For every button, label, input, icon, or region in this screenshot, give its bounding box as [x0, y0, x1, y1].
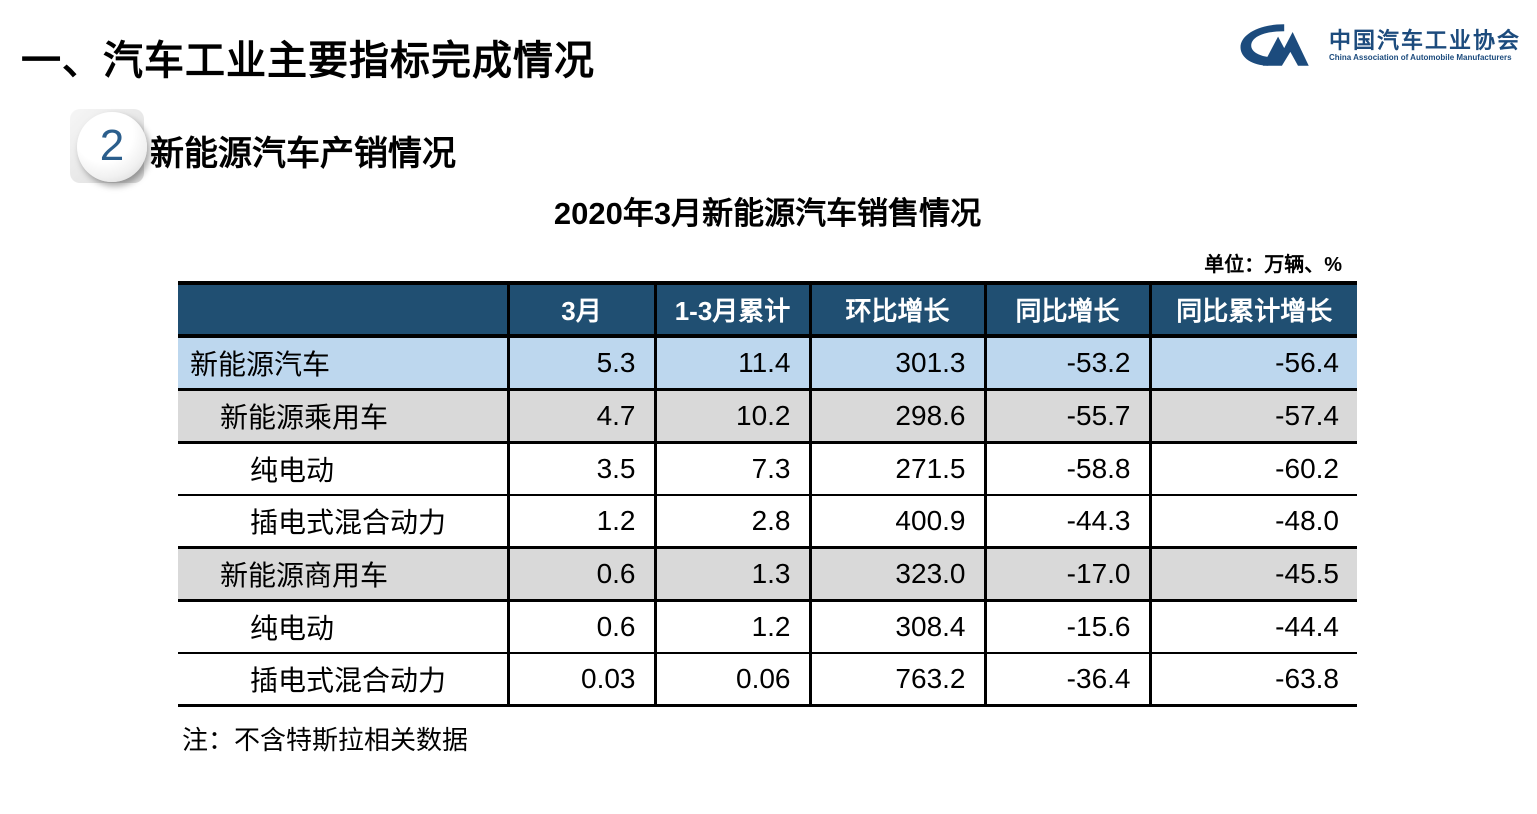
- cell-value: 5.3: [506, 336, 655, 391]
- sales-table-container: 3月 1-3月累计 环比增长 同比增长 同比累计增长 新能源汽车 5.3 11.4 301.3…: [178, 281, 1357, 707]
- column-header: [178, 281, 508, 338]
- cell-value: 4.7: [506, 389, 655, 444]
- cell-value: 0.06: [653, 653, 810, 707]
- section-number: 2: [99, 120, 125, 170]
- column-header: 1-3月累计: [653, 281, 810, 338]
- cell-value: 323.0: [808, 547, 985, 602]
- cell-value: -48.0: [1148, 495, 1357, 549]
- table-row: 插电式混合动力 1.2 2.8 400.9 -44.3 -48.0: [178, 495, 1357, 549]
- cell-value: -15.6: [983, 600, 1150, 654]
- table-row: 纯电动 0.6 1.2 308.4 -15.6 -44.4: [178, 600, 1357, 654]
- cell-value: 1.3: [653, 547, 810, 602]
- cell-value: 7.3: [653, 442, 810, 496]
- table-header-row: 3月 1-3月累计 环比增长 同比增长 同比累计增长: [178, 281, 1357, 338]
- table-row: 新能源汽车 5.3 11.4 301.3 -53.2 -56.4: [178, 336, 1357, 391]
- row-label: 新能源汽车: [178, 336, 508, 391]
- cell-value: -45.5: [1148, 547, 1357, 602]
- table-row: 插电式混合动力 0.03 0.06 763.2 -36.4 -63.8: [178, 653, 1357, 707]
- caam-logo: 中国汽车工业协会 China Association of Automobile…: [1229, 16, 1521, 74]
- section-title: 新能源汽车产销情况: [150, 135, 456, 173]
- cell-value: -57.4: [1148, 389, 1357, 444]
- sales-table: 3月 1-3月累计 环比增长 同比增长 同比累计增长 新能源汽车 5.3 11.4 301.3…: [178, 281, 1357, 707]
- row-label: 插电式混合动力: [178, 495, 508, 549]
- cell-value: -44.4: [1148, 600, 1357, 654]
- table-title: 2020年3月新能源汽车销售情况: [553, 196, 982, 231]
- row-label: 插电式混合动力: [178, 653, 508, 707]
- cell-value: 1.2: [653, 600, 810, 654]
- cell-value: -36.4: [983, 653, 1150, 707]
- cell-value: 0.6: [506, 547, 655, 602]
- column-header: 同比增长: [983, 281, 1150, 338]
- cell-value: -44.3: [983, 495, 1150, 549]
- cell-value: 2.8: [653, 495, 810, 549]
- column-header: 3月: [506, 281, 655, 338]
- logo-name-cn: 中国汽车工业协会: [1328, 27, 1521, 53]
- cell-value: -56.4: [1148, 336, 1357, 391]
- cell-value: 3.5: [506, 442, 655, 496]
- caam-logo-icon: [1229, 16, 1321, 74]
- section-number-badge: 2: [77, 112, 147, 182]
- page-title: 一、汽车工业主要指标完成情况: [21, 39, 595, 83]
- cell-value: -17.0: [983, 547, 1150, 602]
- table-row: 新能源乘用车 4.7 10.2 298.6 -55.7 -57.4: [178, 389, 1357, 444]
- cell-value: -53.2: [983, 336, 1150, 391]
- cell-value: 11.4: [653, 336, 810, 391]
- cell-value: 298.6: [808, 389, 985, 444]
- row-label: 纯电动: [178, 600, 508, 654]
- cell-value: -55.7: [983, 389, 1150, 444]
- row-label: 新能源商用车: [178, 547, 508, 602]
- cell-value: 308.4: [808, 600, 985, 654]
- cell-value: 271.5: [808, 442, 985, 496]
- cell-value: 0.6: [506, 600, 655, 654]
- row-label: 纯电动: [178, 442, 508, 496]
- footnote: 注：不含特斯拉相关数据: [182, 725, 469, 755]
- cell-value: 400.9: [808, 495, 985, 549]
- cell-value: 10.2: [653, 389, 810, 444]
- table-row: 新能源商用车 0.6 1.3 323.0 -17.0 -45.5: [178, 547, 1357, 602]
- cell-value: 1.2: [506, 495, 655, 549]
- row-label: 新能源乘用车: [178, 389, 508, 444]
- table-body: 新能源汽车 5.3 11.4 301.3 -53.2 -56.4 新能源乘用车 4.7 10.2…: [178, 336, 1357, 707]
- table-row: 纯电动 3.5 7.3 271.5 -58.8 -60.2: [178, 442, 1357, 496]
- cell-value: 301.3: [808, 336, 985, 391]
- column-header: 同比累计增长: [1148, 281, 1357, 338]
- logo-name-en: China Association of Automobile Manufact…: [1328, 53, 1512, 63]
- column-header: 环比增长: [808, 281, 985, 338]
- cell-value: -63.8: [1148, 653, 1357, 707]
- cell-value: -60.2: [1148, 442, 1357, 496]
- cell-value: 763.2: [808, 653, 985, 707]
- cell-value: 0.03: [506, 653, 655, 707]
- cell-value: -58.8: [983, 442, 1150, 496]
- unit-note: 单位：万辆、%: [1204, 254, 1342, 276]
